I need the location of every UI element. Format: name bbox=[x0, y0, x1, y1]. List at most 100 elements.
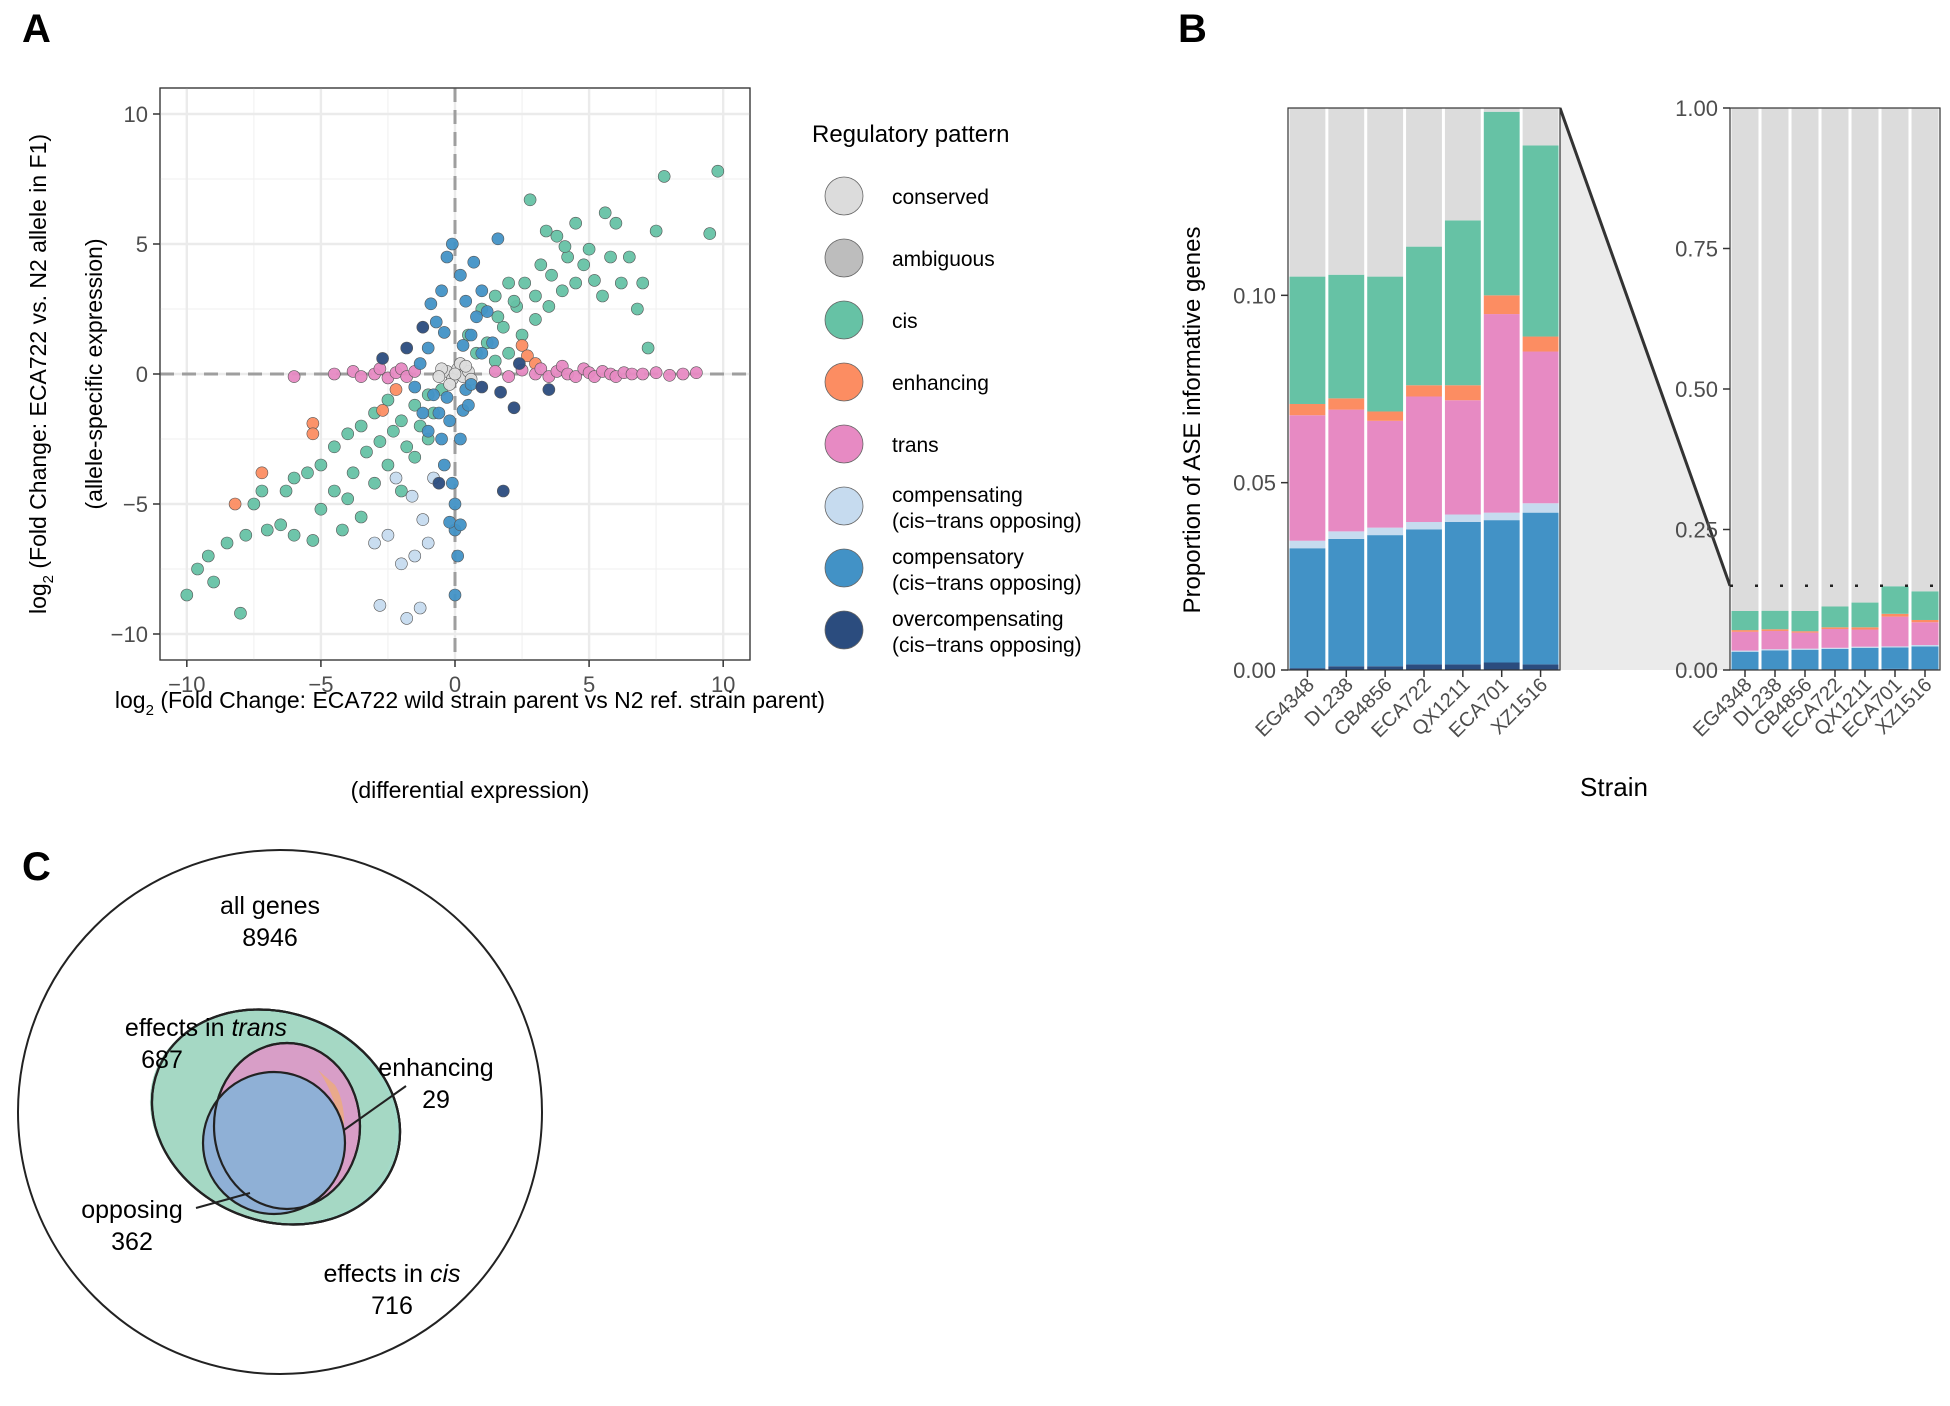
all-genes-label: all genes bbox=[220, 892, 320, 920]
cis-point bbox=[373, 435, 387, 448]
cis-point bbox=[207, 575, 220, 589]
cis-point bbox=[596, 289, 609, 303]
full-compensating-segment bbox=[1821, 647, 1849, 649]
cis-point bbox=[507, 294, 521, 308]
compensatory-point bbox=[448, 588, 462, 602]
cis-point bbox=[328, 484, 341, 498]
full-conserved-segment bbox=[1791, 108, 1819, 611]
cis-point bbox=[569, 276, 582, 290]
compensatory-point bbox=[437, 458, 451, 472]
full-conserved-segment bbox=[1821, 108, 1849, 607]
zoomed-cis-segment bbox=[1289, 276, 1326, 404]
zoomed-compensating-segment bbox=[1483, 512, 1520, 521]
compensatory-point bbox=[486, 336, 499, 350]
cis-count: 716 bbox=[371, 1292, 413, 1320]
zoomed-overcompensating-segment bbox=[1328, 666, 1365, 670]
compensatory-point bbox=[454, 268, 467, 282]
full-cis-segment bbox=[1911, 591, 1939, 620]
cis-point bbox=[558, 240, 572, 253]
full-cis-segment bbox=[1881, 586, 1909, 614]
trans-point bbox=[534, 362, 548, 376]
compensatory-point bbox=[446, 237, 459, 251]
compensating-legend-label: compensating bbox=[892, 484, 1023, 507]
cis-point bbox=[220, 536, 234, 550]
zoomed-compensating-segment bbox=[1406, 522, 1442, 530]
zoomed-compensatory-segment bbox=[1483, 520, 1520, 663]
compensatory-point bbox=[435, 284, 448, 298]
cis-point bbox=[657, 170, 671, 183]
cis-point bbox=[400, 440, 414, 454]
cis-point bbox=[180, 588, 194, 602]
trans-count: 687 bbox=[141, 1046, 183, 1074]
zoomed-compensating-segment bbox=[1289, 540, 1326, 549]
cis-point bbox=[381, 393, 395, 407]
cis-point bbox=[636, 276, 650, 290]
compensating-point bbox=[408, 549, 422, 563]
compensating-point bbox=[395, 557, 408, 571]
enhancing-point bbox=[255, 466, 269, 480]
zoomed-conserved-segment bbox=[1522, 108, 1559, 146]
enhancing-point bbox=[306, 427, 320, 441]
overcompensating-point bbox=[416, 320, 430, 334]
cis-point bbox=[577, 258, 591, 272]
zoomed-trans-segment bbox=[1367, 420, 1404, 528]
compensating-legend-sublabel: (cis−trans opposing) bbox=[892, 510, 1082, 533]
bar-y-label: Proportion of ASE informative genes bbox=[1179, 227, 1206, 614]
zoomed-y-tick-label: 0.05 bbox=[1233, 471, 1276, 496]
full-enhancing-segment bbox=[1731, 630, 1759, 632]
cis-point bbox=[191, 562, 204, 576]
enhancing-point bbox=[521, 349, 534, 363]
cis-point bbox=[542, 300, 556, 313]
zoomed-frame bbox=[1287, 107, 1561, 671]
full-cis-segment bbox=[1821, 606, 1849, 628]
compensating-point bbox=[368, 536, 381, 550]
scatter-y-label-2: (allele-specific expression) bbox=[81, 239, 107, 510]
cis-point bbox=[598, 206, 612, 220]
cis-point bbox=[502, 276, 515, 290]
zoomed-trans-segment bbox=[1483, 314, 1520, 513]
conserved-legend-key bbox=[824, 176, 864, 216]
compensatory-point bbox=[454, 518, 467, 532]
full-conserved-segment bbox=[1911, 108, 1939, 592]
full-compensatory-segment bbox=[1731, 651, 1759, 670]
zoomed-overcompensating-segment bbox=[1483, 662, 1520, 670]
compensating-point bbox=[405, 489, 419, 503]
overcompensating-point bbox=[513, 357, 526, 370]
cis-point bbox=[623, 250, 636, 264]
cis-point bbox=[395, 414, 408, 428]
overcompensating-point bbox=[494, 385, 507, 399]
cis-point bbox=[336, 523, 349, 537]
stacked-bar-zoomed: EG4348DL238CB4856ECA722QX1211ECA701XZ151… bbox=[1233, 107, 1561, 742]
full-compensating-segment bbox=[1731, 650, 1759, 652]
compensating-legend-key bbox=[824, 486, 864, 526]
zoomed-conserved-segment bbox=[1444, 108, 1481, 221]
compensatory-point bbox=[427, 388, 440, 402]
full-trans-segment bbox=[1911, 622, 1939, 645]
cis-point bbox=[711, 164, 725, 178]
zoomed-enhancing-segment bbox=[1328, 398, 1365, 410]
trans-legend-label: trans bbox=[892, 434, 939, 457]
trans-point bbox=[690, 366, 703, 380]
full-enhancing-segment bbox=[1761, 629, 1789, 631]
full-enhancing-segment bbox=[1821, 627, 1849, 629]
overcompensating-legend-sublabel: (cis−trans opposing) bbox=[892, 634, 1082, 657]
full-compensating-segment bbox=[1761, 649, 1789, 651]
x-tick-label: 5 bbox=[583, 672, 595, 697]
cis-point bbox=[201, 549, 215, 563]
cis-point bbox=[381, 458, 395, 472]
cis-point bbox=[529, 289, 542, 303]
zoomed-overcompensating-segment bbox=[1406, 664, 1442, 670]
cis-point bbox=[247, 497, 261, 511]
cis-point bbox=[649, 224, 663, 238]
full-compensating-segment bbox=[1851, 646, 1879, 648]
zoomed-overcompensating-segment bbox=[1289, 668, 1326, 670]
full-enhancing-segment bbox=[1791, 631, 1819, 633]
full-y-tick-label: 0.25 bbox=[1675, 518, 1718, 543]
overcompensating-point bbox=[496, 484, 510, 498]
compensating-point bbox=[416, 513, 430, 526]
compensatory-point bbox=[459, 294, 473, 308]
ambiguous-legend-key bbox=[824, 238, 864, 278]
scatter-y-label: log2 (Fold Change: ECA722 vs. N2 allele … bbox=[25, 134, 57, 614]
zoomed-enhancing-segment bbox=[1444, 385, 1481, 401]
zoomed-compensatory-segment bbox=[1367, 535, 1404, 667]
